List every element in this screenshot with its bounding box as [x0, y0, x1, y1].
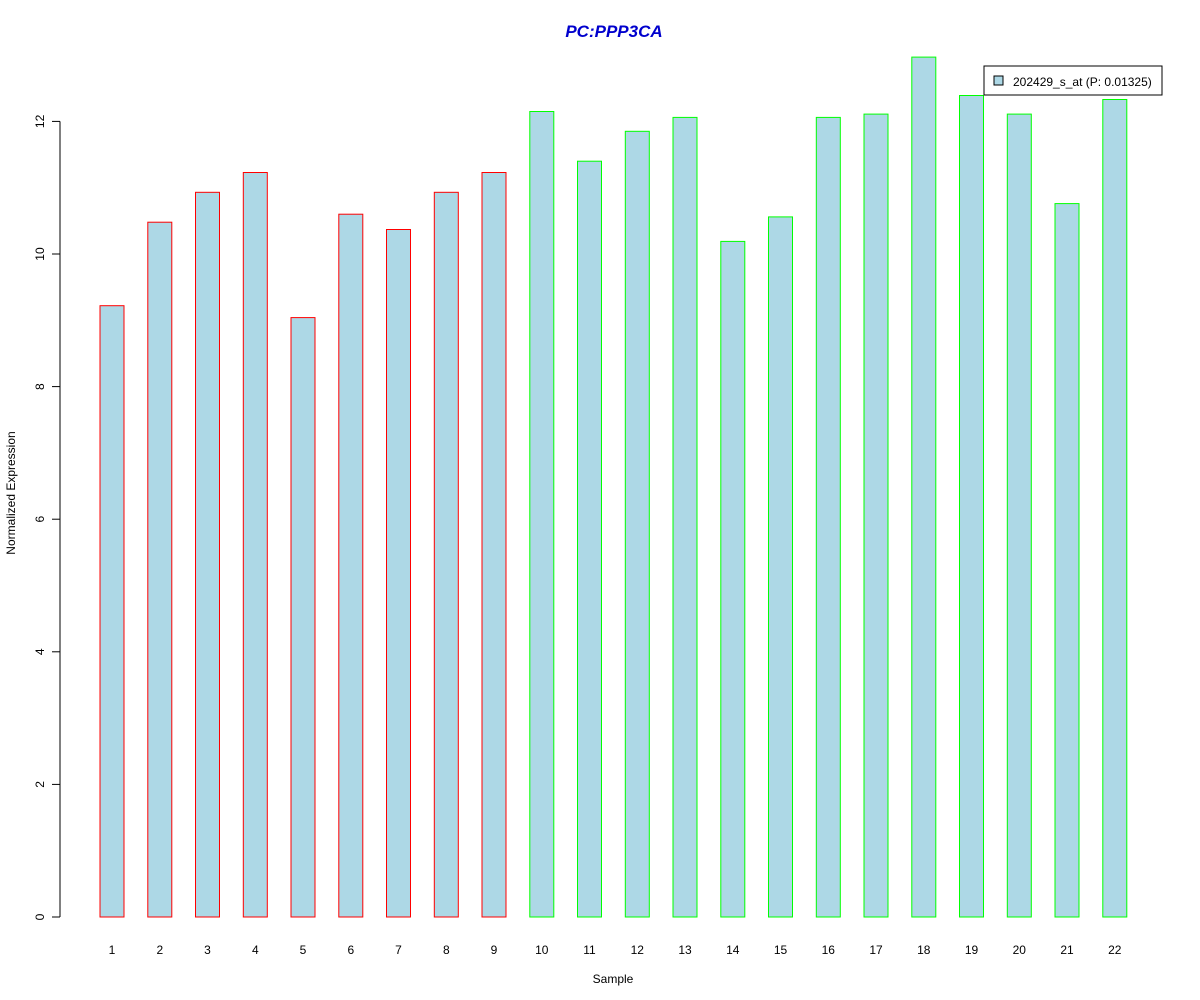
bar-sample-17	[863, 113, 889, 918]
bar-sample-1	[99, 305, 125, 918]
bar-sample-16	[815, 116, 841, 918]
x-tick-label: 19	[965, 943, 979, 957]
y-tick-label: 8	[33, 383, 47, 390]
x-tick-label: 8	[443, 943, 450, 957]
bar-sample-20	[1006, 113, 1032, 918]
y-tick-label: 2	[33, 781, 47, 788]
x-tick-label: 7	[395, 943, 402, 957]
bar-sample-15	[768, 216, 793, 918]
y-tick-label: 0	[33, 913, 47, 920]
legend-swatch	[993, 75, 1004, 86]
bar-sample-8	[433, 191, 459, 918]
bar-sample-21	[1054, 203, 1080, 918]
x-tick-label: 18	[917, 943, 931, 957]
x-tick-label: 11	[583, 943, 596, 957]
y-tick-label: 12	[33, 114, 47, 128]
bars	[99, 56, 1128, 918]
x-tick-label: 21	[1060, 943, 1074, 957]
x-tick-label: 14	[726, 943, 740, 957]
bar-sample-2	[147, 221, 173, 918]
x-tick-label: 2	[156, 943, 163, 957]
bar-sample-7	[386, 229, 411, 918]
bar-sample-3	[195, 191, 220, 918]
x-tick-label: 20	[1013, 943, 1027, 957]
bar-sample-12	[624, 130, 650, 918]
bar-sample-11	[577, 160, 602, 918]
x-axis-label: Sample	[593, 972, 634, 986]
y-tick-label: 10	[33, 247, 47, 261]
x-tick-label: 13	[678, 943, 692, 957]
bar-sample-22	[1102, 99, 1128, 918]
legend-label: 202429_s_at (P: 0.01325)	[1013, 75, 1152, 89]
bar-sample-9	[481, 172, 507, 918]
bar-sample-10	[529, 111, 555, 918]
x-tick-label: 16	[822, 943, 836, 957]
y-tick-label: 6	[33, 516, 47, 523]
x-tick-label: 1	[109, 943, 116, 957]
x-tick-label: 6	[347, 943, 354, 957]
y-axis: 0 2 4 6 8 10 12	[33, 114, 61, 920]
x-tick-label: 9	[491, 943, 498, 957]
y-axis-label: Normalized Expression	[4, 431, 18, 554]
x-tick-label: 3	[204, 943, 211, 957]
x-tick-label: 17	[869, 943, 883, 957]
bar-sample-13	[672, 116, 698, 918]
chart-title: PC:PPP3CA	[565, 22, 662, 41]
legend-box	[983, 65, 1163, 96]
bar-sample-5	[290, 317, 316, 918]
bar-sample-14	[720, 240, 746, 918]
y-tick-label: 4	[33, 648, 47, 655]
x-tick-label: 12	[631, 943, 645, 957]
x-tick-labels: 1 2 3 4 5 6 7 8 9 10 11 12 13 14 15 16 17 18 19 20 21 22	[109, 943, 1122, 957]
legend: 202429_s_at (P: 0.01325)	[983, 65, 1163, 96]
bar-sample-4	[242, 172, 268, 918]
x-tick-label: 22	[1108, 943, 1122, 957]
bar-sample-6	[338, 213, 364, 918]
x-tick-label: 5	[300, 943, 307, 957]
bar-sample-18	[911, 56, 937, 918]
x-tick-label: 10	[535, 943, 549, 957]
x-tick-label: 4	[252, 943, 259, 957]
x-tick-label: 15	[774, 943, 788, 957]
bar-sample-19	[959, 95, 984, 918]
